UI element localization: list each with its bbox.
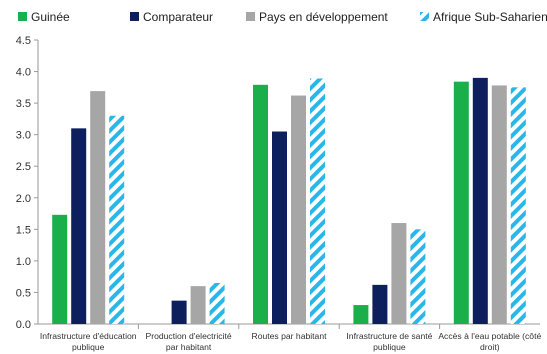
legend-item: Guinée (18, 10, 70, 24)
bar (190, 286, 206, 324)
bar (90, 91, 106, 325)
x-category-label: Infrastructure de santé publique (346, 331, 432, 352)
legend-swatch (420, 12, 429, 21)
y-tick-label: 1.0 (16, 256, 31, 268)
chart-bars (52, 77, 526, 325)
y-tick-label: 0.5 (16, 287, 31, 299)
bar (472, 77, 488, 324)
bar (372, 284, 388, 324)
bar (391, 223, 407, 324)
bar (410, 229, 426, 324)
bar (491, 85, 507, 324)
y-tick-label: 2.0 (16, 193, 31, 205)
x-category-label: Production d'electricité par habitant (145, 331, 231, 352)
y-tick-label: 3.5 (16, 98, 31, 110)
y-tick-label: 4.0 (16, 67, 31, 79)
y-tick-label: 3.0 (16, 130, 31, 142)
bar (253, 84, 268, 324)
bar (109, 115, 125, 324)
y-tick-label: 2.5 (16, 161, 31, 173)
legend-swatch (130, 12, 139, 21)
category-labels: Infrastructure d'éducation publique Produc… (40, 324, 541, 352)
bar (510, 87, 526, 324)
legend-label: Pays en développement (259, 10, 388, 24)
bar (171, 300, 187, 324)
bar (353, 305, 369, 324)
legend-label: Afrique Sub-Saharienne (433, 10, 547, 24)
legend-item: Comparateur (130, 10, 213, 24)
y-tick-label: 0.0 (16, 319, 31, 331)
x-category-label: Accès à l'eau potable (côté droit) (438, 331, 541, 352)
bar (272, 131, 287, 324)
bar (209, 282, 225, 324)
y-tick-label: 1.5 (16, 224, 31, 236)
bar (310, 78, 325, 325)
legend-swatch (18, 12, 27, 21)
legend-label: Comparateur (143, 10, 213, 24)
bar (71, 128, 87, 324)
bar (453, 81, 469, 324)
x-category-label: Infrastructure d'éducation publique (40, 331, 137, 352)
bar (52, 214, 68, 324)
legend-label: Guinée (31, 10, 70, 24)
bar (291, 95, 306, 324)
x-category-label: Routes par habitant (251, 331, 327, 341)
legend-item: Pays en développement (246, 10, 388, 24)
y-tick-label: 4.5 (16, 35, 31, 47)
legend-swatch (246, 12, 255, 21)
chart-legend: Guinée Comparateur Pays en développement Af… (18, 10, 547, 24)
legend-item: Afrique Sub-Saharienne (420, 10, 547, 24)
